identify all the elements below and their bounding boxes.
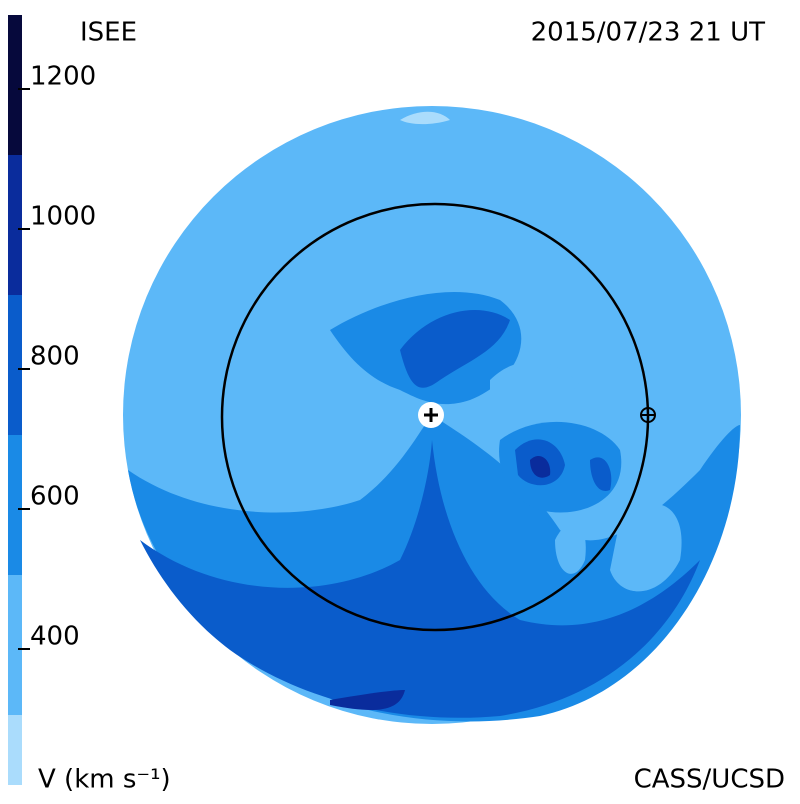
colorbar-band <box>8 715 22 785</box>
light-patch <box>610 503 682 592</box>
dark-patch <box>590 457 612 491</box>
date: 2015/07/23 21 UT <box>531 18 765 48</box>
lightest-patch <box>400 111 450 125</box>
title: ISEE <box>80 18 137 48</box>
colorbar-band <box>8 15 22 155</box>
sun-cross <box>424 408 438 422</box>
colorbar-band <box>8 295 22 435</box>
tick-label: 1000 <box>30 202 96 232</box>
tick-label: 1200 <box>30 62 96 92</box>
light-patch <box>490 361 580 398</box>
dark-patch <box>400 310 510 388</box>
darker-patch <box>330 690 405 710</box>
colorbar-band <box>8 435 22 575</box>
colorbar-band <box>8 575 22 715</box>
darker-patch <box>530 455 551 478</box>
credit: CASS/UCSD <box>634 765 785 795</box>
colorbar: 400 600 800 1000 1200 <box>8 15 96 785</box>
velocity-map <box>123 106 741 724</box>
colorbar-label: V (km s⁻¹) <box>38 765 171 795</box>
tick-label: 400 <box>30 622 80 652</box>
tick-label: 800 <box>30 342 80 372</box>
colorbar-band <box>8 155 22 295</box>
earth-cross <box>641 408 655 422</box>
dark-region <box>140 440 700 718</box>
light-patch <box>555 522 586 574</box>
tick-label: 600 <box>30 482 80 512</box>
